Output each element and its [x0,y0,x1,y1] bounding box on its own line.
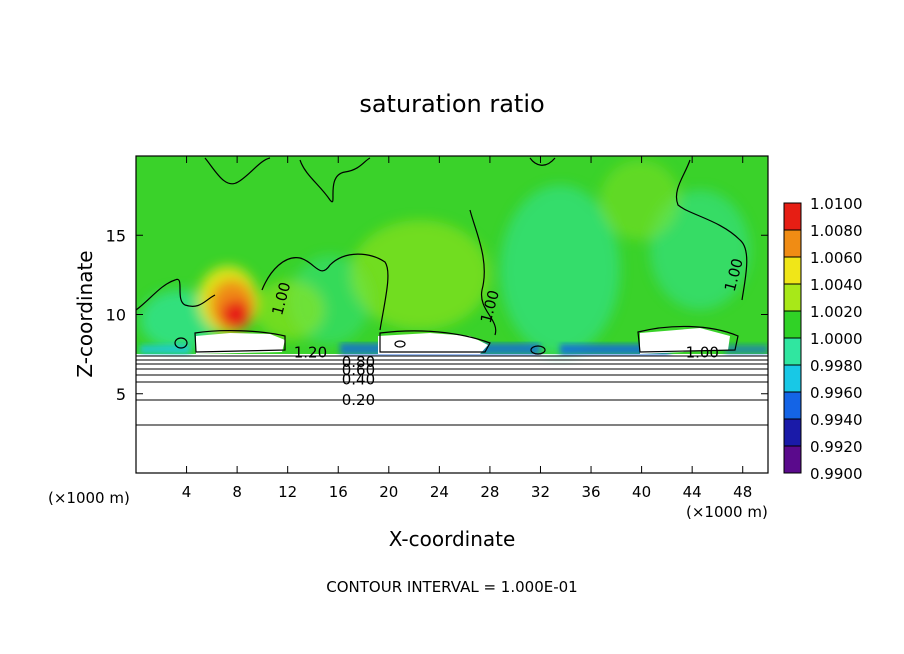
contour-label: 0.80 [342,353,375,371]
cloud-white-area [378,333,488,354]
contour-label: 0.40 [342,370,375,388]
contour-line-100 [529,157,556,166]
x-tick-label: 16 [329,483,348,501]
contour-label: 1.00 [686,344,719,362]
cloud-white-area [196,333,285,354]
colorbar-segment [784,311,801,338]
chart-title: saturation ratio [359,90,544,118]
cloud-white-area [640,328,730,354]
colorbar-segment [784,419,801,446]
y-tick-label: 10 [106,306,126,325]
yellow-green-patch [255,280,325,340]
contour-label: 0.60 [342,361,375,379]
yellow-green-patch [350,220,490,330]
contour-lines [136,157,748,355]
x-tick-label: 24 [430,483,449,501]
colorbar-label: 1.0100 [810,195,863,213]
cyan-patch [650,190,750,310]
stratified-contours [136,355,768,426]
red-core [221,300,251,330]
colorbar-segment [784,392,801,419]
contour-label: 0.20 [342,391,375,409]
contour-line-100 [469,209,497,336]
x-tick-label: 12 [278,483,297,501]
x-tick-label: 44 [683,483,702,501]
contour-line-120 [637,325,739,353]
x-tick-label: 28 [480,483,499,501]
contour-line-100 [136,278,216,311]
colorbar-label: 1.0060 [810,249,863,267]
y-tick-label: 5 [116,385,126,404]
colorbar: 0.9900 0.9920 0.9940 0.9960 0.9980 1.0000 1.00… [783,195,863,483]
x-axis-label: X-coordinate [389,527,516,551]
x-axis-unit-left: (×1000 m) [48,489,130,507]
contour-line-100 [204,157,271,185]
colorbar-label: 0.9920 [810,438,863,456]
contour-line-120 [194,330,286,353]
saturation-field [136,156,768,473]
colorbar-label: 0.9900 [810,465,863,483]
contour-line-120 [379,330,491,353]
y-axis-ticks: 5 10 15 [106,226,768,404]
x-axis-ticks: 4 8 12 16 20 24 28 32 36 40 44 48 [182,156,752,501]
blue-band [725,345,768,354]
blue-band [140,345,190,354]
colorbar-segment [784,338,801,365]
x-tick-label: 40 [632,483,651,501]
contour-island [530,345,546,355]
colorbar-label: 1.0080 [810,222,863,240]
contour-line-100 [299,157,371,203]
colorbar-segment [784,365,801,392]
cyan-patch [500,185,620,355]
yellow-green-patch [600,160,680,240]
colorbar-label: 0.9940 [810,411,863,429]
contour-interval-note: CONTOUR INTERVAL = 1.000E-01 [326,578,577,596]
colorbar-label: 1.0000 [810,330,863,348]
colorbar-segment [784,203,801,230]
contour-label: 1.20 [294,344,327,362]
x-tick-label: 20 [379,483,398,501]
contour-line-100 [675,159,748,301]
y-axis-label: Z-coordinate [73,250,97,377]
colorbar-segment [784,446,801,473]
x-tick-label: 48 [733,483,752,501]
colorbar-label: 0.9980 [810,357,863,375]
contour-line-100 [261,253,389,331]
colorbar-segment [784,284,801,311]
x-axis-unit-right: (×1000 m) [686,503,768,521]
x-tick-label: 32 [531,483,550,501]
colorbar-label: 0.9960 [810,384,863,402]
contour-island [394,340,406,348]
colorbar-segment [784,230,801,257]
colorbar-segment [784,257,801,284]
colorbar-label: 1.0020 [810,303,863,321]
x-tick-label: 8 [232,483,242,501]
blue-band [560,344,670,355]
colorbar-label: 1.0040 [810,276,863,294]
contour-island [174,337,188,349]
x-tick-label: 4 [182,483,192,501]
x-tick-label: 36 [581,483,600,501]
y-tick-label: 15 [106,226,126,245]
